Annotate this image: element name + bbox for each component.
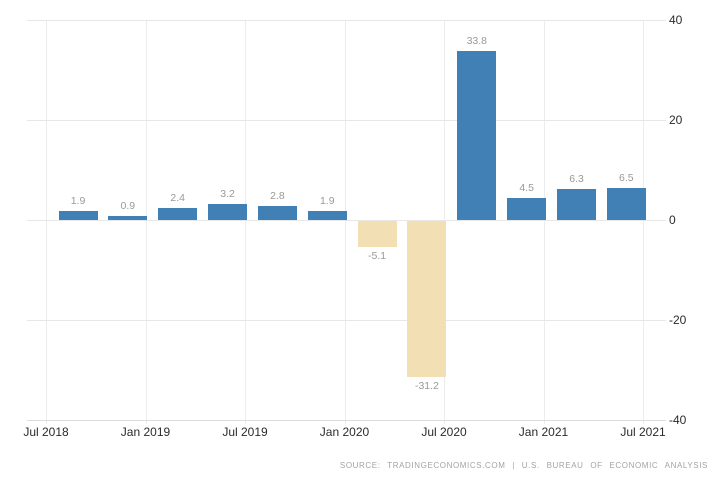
gridline-horizontal [27,420,666,421]
x-tick-label: Jul 2018 [23,425,69,439]
gridline-vertical [46,20,47,424]
bar-q2-2020[interactable] [407,221,447,377]
bar-value-label: -5.1 [368,249,387,262]
bar-q1-2020[interactable] [357,221,397,247]
bar-q3-2018[interactable] [58,210,98,220]
y-tick-label: -40 [669,413,687,427]
bar-value-label: 2.8 [270,190,285,202]
y-tick-label: 0 [669,213,676,227]
bar-value-label: 6.3 [569,172,584,185]
gridline-horizontal [27,120,666,121]
bar-value-label: 3.2 [220,188,235,200]
bar-q2-2019[interactable] [208,204,248,220]
x-tick-label: Jan 2019 [120,425,171,439]
bar-q4-2019[interactable] [307,210,347,220]
x-tick-label: Jan 2020 [319,425,370,439]
x-tick-label: Jan 2021 [518,425,569,439]
bar-q3-2019[interactable] [257,206,297,220]
y-tick-label: -20 [669,313,687,327]
gridline-vertical [145,20,147,424]
x-tick-label: Jul 2021 [620,425,666,439]
gridline-horizontal [27,320,666,321]
x-tick-label: Jul 2020 [421,425,467,439]
gridline-vertical [344,20,346,424]
source-note: SOURCE: TRADINGECONOMICS.COM | U.S. BURE… [339,461,708,470]
bar-value-label: 1.9 [70,194,86,207]
bar-q4-2018[interactable] [108,215,148,220]
bar-value-label: -31.2 [414,380,439,392]
y-tick-label: 40 [669,13,683,27]
bar-value-label: 1.9 [319,194,335,207]
bar-value-label: 4.5 [519,181,534,194]
bar-value-label: 0.9 [120,199,136,212]
bar-value-label: 6.5 [619,171,634,184]
y-tick-label: 20 [669,113,683,127]
bar-q1-2019[interactable] [158,208,198,220]
bar-value-label: 33.8 [466,35,488,47]
bar-value-label: 2.4 [170,192,185,204]
bar-q2-2021[interactable] [606,187,646,220]
bar-q4-2020[interactable] [507,197,547,220]
bar-q3-2020[interactable] [457,51,497,220]
gridline-vertical [643,20,644,424]
gridline-horizontal [27,20,666,21]
bar-q1-2021[interactable] [557,188,596,220]
gridline-horizontal [27,220,666,221]
gridline-vertical [543,20,545,424]
gridline-vertical [245,20,246,424]
x-tick-label: Jul 2019 [222,425,268,439]
